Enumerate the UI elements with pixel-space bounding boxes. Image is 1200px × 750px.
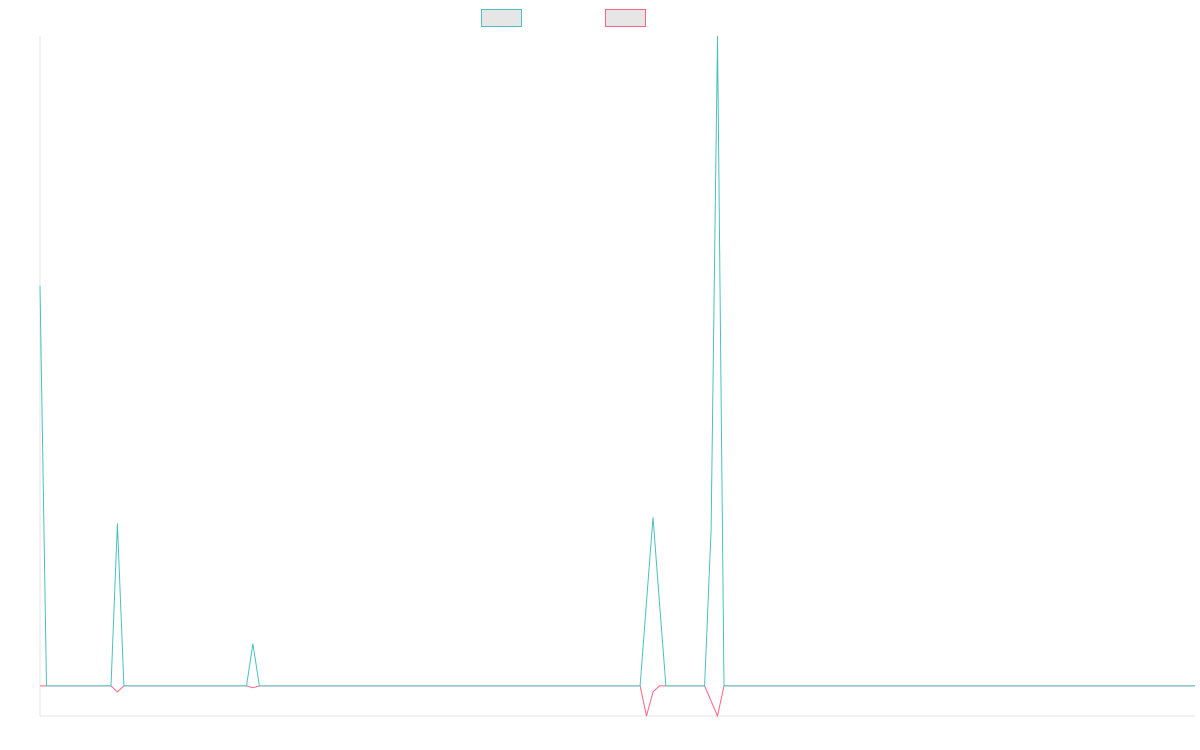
legend-swatch-series-1[interactable] xyxy=(481,9,522,27)
series-2-line xyxy=(40,685,1195,718)
legend-swatch-series-2[interactable] xyxy=(605,9,646,27)
series-1-line xyxy=(39,35,1195,687)
series-layer xyxy=(39,35,1195,718)
